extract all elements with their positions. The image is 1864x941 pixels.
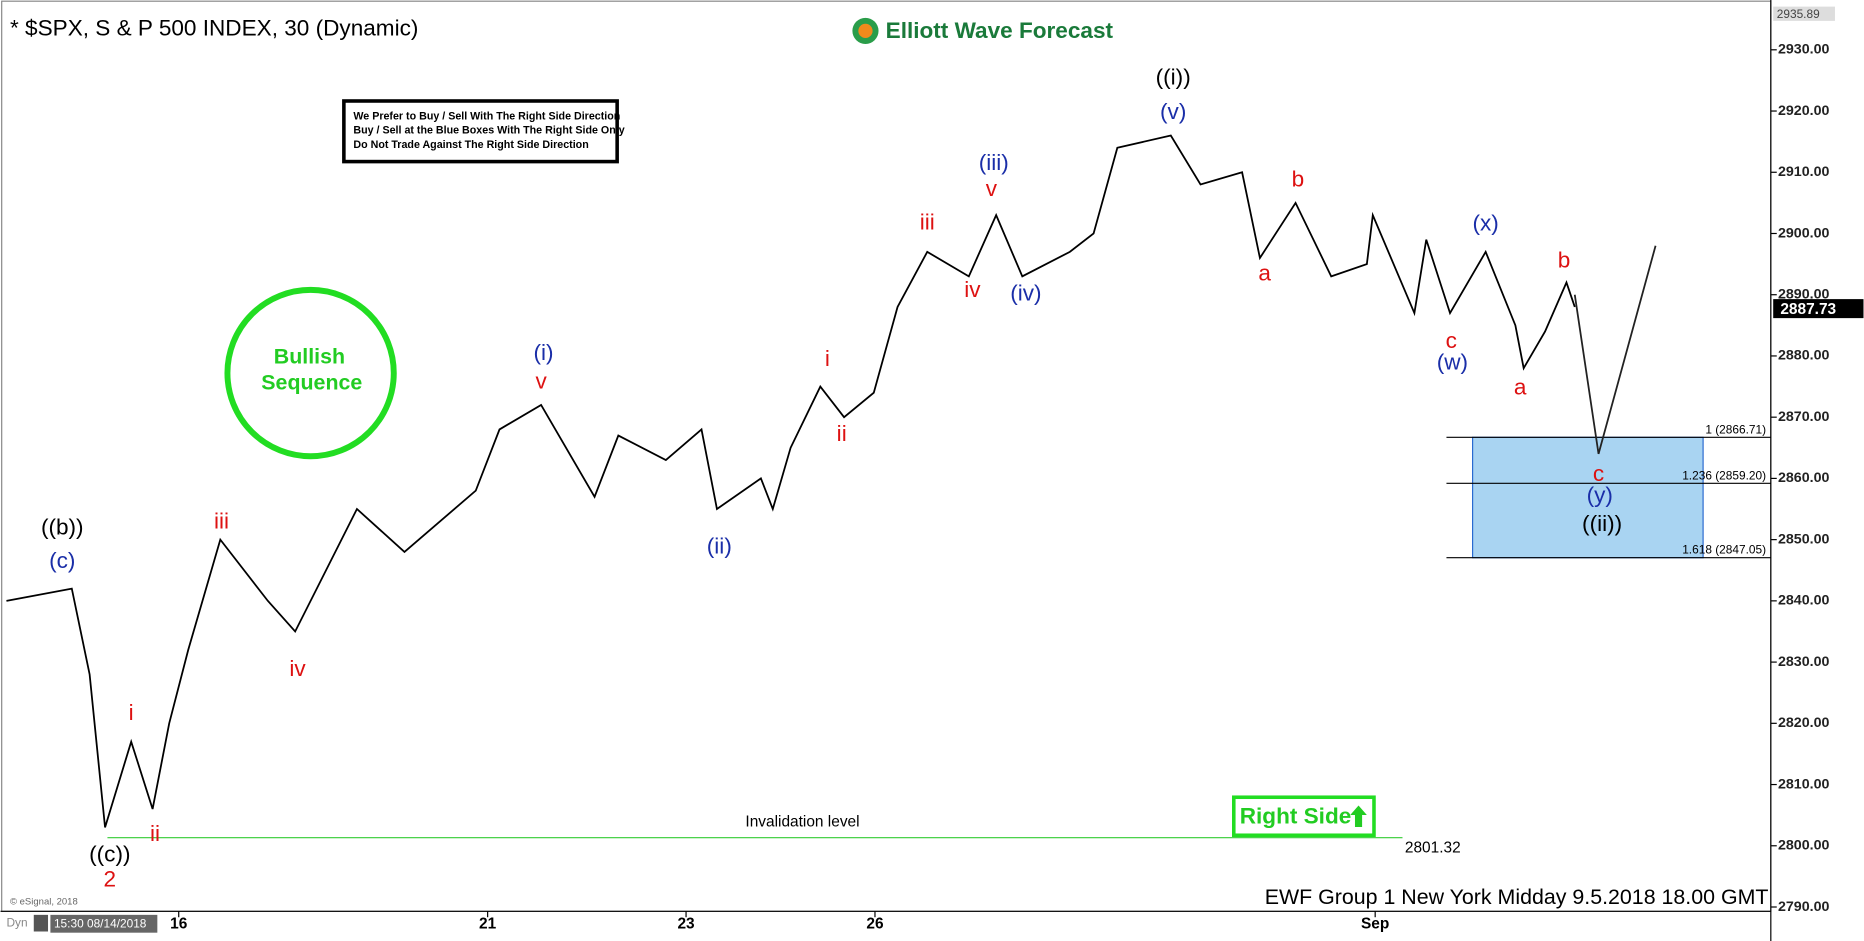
- wave-label: iv: [289, 656, 306, 681]
- y-tick-label: 2870.00: [1778, 409, 1830, 425]
- y-tick-label: 2830.00: [1778, 654, 1830, 670]
- wave-label: c: [1593, 461, 1604, 486]
- top-price-box: [1773, 6, 1835, 21]
- y-tick-label: 2800.00: [1778, 838, 1830, 854]
- chart-title: * $SPX, S & P 500 INDEX, 30 (Dynamic): [10, 16, 418, 41]
- y-tick-label: 2900.00: [1778, 225, 1830, 241]
- badge-text: Sequence: [261, 370, 362, 394]
- y-tick-label: 2880.00: [1778, 348, 1830, 364]
- wave-label: 2: [104, 866, 117, 891]
- wave-label: iii: [214, 509, 229, 534]
- price-line: [6, 134, 1576, 828]
- price-line: [1573, 245, 1657, 455]
- wave-label: iii: [920, 209, 935, 234]
- wave-label: ii: [150, 821, 160, 846]
- y-tick-label: 2910.00: [1778, 164, 1830, 180]
- wave-label: i: [825, 346, 830, 371]
- right-side-box: [1232, 795, 1376, 838]
- x-tick-label: 16: [170, 915, 188, 932]
- blue-box: [1472, 436, 1704, 559]
- wave-label: (w): [1437, 350, 1468, 375]
- wave-label: c: [1446, 328, 1457, 353]
- invalidation-text: Invalidation level: [745, 813, 859, 830]
- fib-label: 1.236 (2859.20): [1682, 468, 1766, 482]
- up-arrow: [1350, 805, 1367, 827]
- fib-label: 1.618 (2847.05): [1682, 543, 1766, 557]
- y-tick-label: 2810.00: [1778, 776, 1830, 792]
- wave-label: ((i)): [1156, 64, 1191, 89]
- y-tick-label: 2920.00: [1778, 103, 1830, 119]
- y-tick-label: 2890.00: [1778, 286, 1830, 302]
- wave-label: (v): [1160, 99, 1186, 124]
- wave-label: (iii): [979, 150, 1009, 175]
- wave-label: i: [129, 700, 134, 725]
- wave-label: (ii): [707, 534, 732, 559]
- cursor-time-box: [50, 914, 158, 933]
- y-tick-label: 2820.00: [1778, 715, 1830, 731]
- logo-icon-core: [858, 23, 873, 39]
- x-tick-label: 23: [677, 915, 695, 932]
- y-tick-label: 2790.00: [1778, 899, 1830, 915]
- cursor-time: 15:30 08/14/2018: [54, 917, 147, 931]
- x-tick-label: 26: [866, 915, 884, 932]
- wave-label: ((c)): [89, 841, 130, 866]
- wave-label: ii: [837, 421, 847, 446]
- y-tick-label: 2860.00: [1778, 470, 1830, 486]
- mode-icon: [33, 914, 49, 932]
- last-price-box: [1773, 299, 1864, 319]
- y-tick-label: 2930.00: [1778, 42, 1830, 58]
- wave-label: (y): [1587, 483, 1613, 508]
- wave-label: v: [535, 369, 547, 394]
- wave-label: (c): [49, 548, 75, 573]
- last-price-label: 2887.73: [1780, 301, 1836, 318]
- wave-label: b: [1292, 167, 1305, 192]
- invalidation-value: 2801.32: [1405, 839, 1461, 856]
- wave-label: iv: [964, 277, 981, 302]
- wave-label: a: [1514, 374, 1527, 399]
- mode: Dyn: [6, 915, 27, 929]
- rules-box: [342, 99, 619, 164]
- rules-line: We Prefer to Buy / Sell With The Right S…: [353, 110, 620, 122]
- bullish-badge: [224, 286, 397, 460]
- wave-label: v: [986, 176, 998, 201]
- fib-label: 1 (2866.71): [1705, 422, 1766, 436]
- badge-text: Bullish: [274, 344, 345, 368]
- x-tick-label: 21: [479, 915, 497, 932]
- footer: EWF Group 1 New York Midday 9.5.2018 18.…: [1265, 885, 1769, 909]
- right-side-text: Right Side: [1240, 803, 1352, 828]
- wave-label: (i): [533, 340, 553, 365]
- top-price-label: 2935.89: [1777, 7, 1820, 21]
- wave-label: (x): [1473, 211, 1499, 236]
- wave-label: (iv): [1010, 281, 1041, 306]
- rules-line: Do Not Trade Against The Right Side Dire…: [353, 139, 588, 151]
- wave-label: a: [1258, 260, 1271, 285]
- y-tick-label: 2840.00: [1778, 593, 1830, 609]
- x-tick-label: Sep: [1361, 915, 1389, 932]
- wave-label: ((ii)): [1582, 511, 1622, 536]
- wave-label: b: [1558, 247, 1571, 272]
- logo-text: Elliott Wave Forecast: [886, 18, 1114, 43]
- wave-label: ((b)): [41, 515, 84, 540]
- copyright: © eSignal, 2018: [10, 896, 78, 907]
- logo: Elliott Wave Forecast: [852, 17, 1114, 44]
- rules-line: Buy / Sell at the Blue Boxes With The Ri…: [353, 125, 624, 137]
- y-tick-label: 2850.00: [1778, 531, 1830, 547]
